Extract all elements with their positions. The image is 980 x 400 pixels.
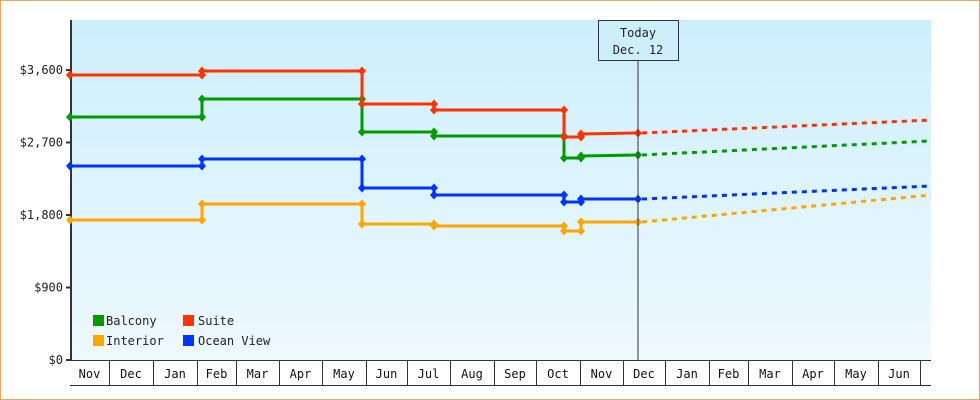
legend-swatch-balcony <box>93 315 104 326</box>
data-point-marker <box>560 153 568 163</box>
today-date: Dec. 12 <box>613 43 664 57</box>
data-point-marker <box>430 131 438 141</box>
series-layer <box>66 66 932 236</box>
forecast-line <box>641 193 932 224</box>
month-label: Jun <box>888 367 910 381</box>
data-point-marker <box>430 190 438 200</box>
forecast-line <box>641 184 932 201</box>
month-label: Apr <box>290 367 312 381</box>
data-point-marker <box>358 66 366 76</box>
plot-area <box>71 20 931 360</box>
month-label: Oct <box>547 367 569 381</box>
data-point-marker <box>577 226 585 236</box>
month-label: Feb <box>718 367 740 381</box>
legend-swatch-ocean-view <box>183 335 194 346</box>
data-point-marker <box>560 190 568 200</box>
data-point-marker <box>66 161 74 171</box>
data-point-marker <box>358 199 366 209</box>
month-label: Sep <box>504 367 526 381</box>
data-point-marker <box>577 217 585 227</box>
data-point-marker <box>66 112 74 122</box>
month-label: May <box>333 367 355 381</box>
legend-label-balcony: Balcony <box>106 314 157 328</box>
data-point-marker <box>198 161 206 171</box>
x-axis: Nov Dec Jan Feb Mar Apr May Jun Jul Aug Sep Oct Nov D… <box>70 360 931 386</box>
data-point-marker <box>358 99 366 109</box>
y-tick-label: $3,600 <box>20 63 63 77</box>
data-point-marker <box>560 197 568 207</box>
month-label: Jul <box>418 367 440 381</box>
y-tick-label: $1,800 <box>20 208 63 222</box>
data-point-marker <box>430 221 438 231</box>
today-box <box>598 20 679 61</box>
y-tick-label: $2,700 <box>20 136 63 150</box>
data-point-marker <box>560 105 568 115</box>
series-balcony <box>66 94 932 163</box>
legend-label-ocean-view: Ocean View <box>198 334 271 348</box>
data-point-marker <box>560 226 568 236</box>
series-ocean-view <box>66 154 932 207</box>
data-point-marker <box>577 194 585 204</box>
legend: Balcony Suite Interior Ocean View <box>93 314 271 348</box>
data-point-marker <box>198 66 206 76</box>
month-label: Nov <box>79 367 101 381</box>
data-point-marker <box>198 94 206 104</box>
data-point-marker <box>358 154 366 164</box>
data-point-marker <box>577 151 585 161</box>
legend-swatch-suite <box>183 315 194 326</box>
data-point-marker <box>358 127 366 137</box>
data-point-marker <box>430 99 438 109</box>
data-point-marker <box>198 154 206 164</box>
today-marker: Today Dec. 12 <box>598 20 679 360</box>
data-point-marker <box>430 105 438 115</box>
data-point-marker <box>358 219 366 229</box>
y-tick-label: $0 <box>49 353 63 367</box>
month-label: Mar <box>247 367 269 381</box>
month-label: May <box>845 367 867 381</box>
data-point-marker <box>430 183 438 193</box>
today-label: Today <box>620 26 656 40</box>
month-label: Dec <box>120 367 142 381</box>
series-interior <box>66 193 932 236</box>
month-label: Jan <box>676 367 698 381</box>
data-point-marker <box>198 215 206 225</box>
data-point-marker <box>198 112 206 122</box>
legend-label-interior: Interior <box>106 334 164 348</box>
month-label: Feb <box>206 367 228 381</box>
data-point-marker <box>198 199 206 209</box>
data-point-marker <box>358 183 366 193</box>
month-label: Nov <box>591 367 613 381</box>
data-point-marker <box>560 221 568 231</box>
data-point-marker <box>66 215 74 225</box>
month-label: Mar <box>759 367 781 381</box>
data-point-marker <box>66 70 74 80</box>
y-axis: $0 $900 $1,800 $2,700 $3,600 <box>20 20 72 367</box>
data-point-marker <box>577 129 585 139</box>
forecast-line <box>641 118 932 135</box>
data-point-marker <box>560 132 568 142</box>
y-tick-label: $900 <box>34 281 63 295</box>
legend-swatch-interior <box>93 335 104 346</box>
month-label: Apr <box>802 367 824 381</box>
month-label: Aug <box>461 367 483 381</box>
legend-label-suite: Suite <box>198 314 234 328</box>
series-suite <box>66 66 932 142</box>
month-label: Dec <box>633 367 655 381</box>
month-label: Jan <box>164 367 186 381</box>
forecast-line <box>641 139 932 157</box>
month-label: Jun <box>376 367 398 381</box>
